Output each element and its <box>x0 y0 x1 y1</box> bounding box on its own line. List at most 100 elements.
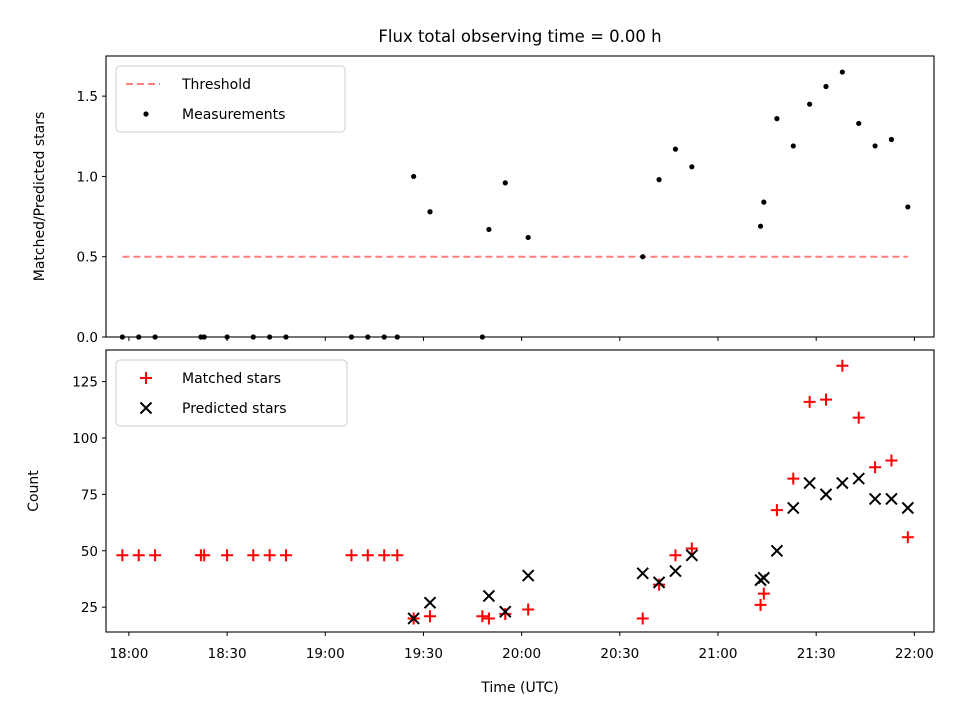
legend-label: Measurements <box>182 107 285 123</box>
measurement-point <box>502 180 508 186</box>
plot-frame <box>105 55 935 338</box>
predicted-stars-point <box>803 476 816 490</box>
predicted-stars-point <box>852 472 865 485</box>
measurement-point <box>839 69 845 75</box>
legend-frame <box>115 65 346 133</box>
x-tick-label: 20:00 <box>502 646 541 662</box>
y-tick-label: 1.0 <box>77 169 98 185</box>
y-tick-label: 50 <box>81 544 98 560</box>
matched-stars-point <box>132 549 145 562</box>
y-tick-label: 125 <box>72 375 98 391</box>
predicted-stars-point <box>423 596 437 609</box>
matched-stars-point <box>482 612 495 625</box>
matched-stars-point <box>280 549 292 562</box>
matched-stars-point <box>869 461 882 474</box>
matched-stars-point <box>803 395 816 408</box>
matched-stars-point <box>653 578 666 591</box>
matched-stars-point <box>263 549 276 562</box>
matched-stars-point <box>424 610 436 623</box>
matched-stars-point <box>247 549 260 562</box>
predicted-stars-point <box>521 569 535 582</box>
legend-matched-swatch <box>140 372 152 384</box>
legend: Matched stars Predicted stars <box>115 359 348 427</box>
measurement-point <box>856 120 862 127</box>
measurement-point <box>656 177 662 183</box>
x-tick-label: 22:00 <box>895 646 934 662</box>
matched-stars-point <box>669 549 682 562</box>
predicted-stars-point <box>787 501 800 515</box>
matched-stars-point <box>754 598 767 611</box>
matched-stars-point <box>476 610 489 623</box>
matched-stars-point <box>116 549 129 562</box>
predicted-stars-point <box>482 589 496 603</box>
matched-stars-point <box>345 549 358 562</box>
matched-stars-point <box>499 607 512 620</box>
y-tick-label: 0.0 <box>77 330 98 346</box>
y-axis-label: Count <box>26 470 42 512</box>
matched-stars-point <box>757 587 770 600</box>
legend-label: Matched stars <box>182 371 281 387</box>
x-tick-label: 21:30 <box>797 646 836 662</box>
legend-label: Predicted stars <box>182 401 287 417</box>
matched-stars-point <box>787 472 800 485</box>
matched-stars-point <box>770 504 783 517</box>
predicted-stars-point <box>499 605 512 618</box>
matched-stars-point <box>149 549 162 562</box>
y-tick-label: 75 <box>81 487 98 503</box>
matched-stars-point <box>885 454 898 467</box>
matched-stars-point <box>221 549 234 562</box>
predicted-stars-point <box>669 564 682 578</box>
measurement-point <box>888 136 895 143</box>
predicted-stars-point <box>770 544 784 557</box>
x-axis-label: Time (UTC) <box>480 680 558 696</box>
measurement-point <box>761 199 767 205</box>
measurement-point <box>672 146 679 152</box>
y-tick-label: 1.5 <box>77 89 98 105</box>
predicted-stars-point <box>868 492 882 506</box>
predicted-stars-point <box>407 612 420 625</box>
measurement-point <box>823 83 829 90</box>
predicted-stars-point <box>819 488 833 501</box>
matched-stars-point <box>391 549 404 562</box>
measurement-point <box>427 209 433 215</box>
matched-stars-point <box>820 393 832 406</box>
x-tick-label: 18:30 <box>208 646 247 662</box>
matched-stars-point <box>636 612 649 625</box>
predicted-stars-point <box>652 576 666 589</box>
x-tick-label: 20:30 <box>600 646 639 662</box>
matched-stars-point <box>685 542 698 555</box>
chart-title: Flux total observing time = 0.00 h <box>378 27 661 46</box>
measurement-point <box>790 143 796 149</box>
legend-frame <box>115 359 348 427</box>
measurement-point <box>872 143 878 149</box>
x-tick-label: 19:00 <box>306 646 345 662</box>
legend-predicted-swatch <box>139 401 153 415</box>
predicted-stars-point <box>885 492 898 506</box>
legend-measurements-swatch <box>143 111 149 117</box>
measurement-point <box>486 226 492 233</box>
plot-frame <box>105 349 935 633</box>
predicted-stars-point <box>836 476 849 490</box>
y-axis-label: Matched/Predicted stars <box>32 112 48 282</box>
measurement-point <box>689 164 695 170</box>
matched-stars-point <box>852 411 865 424</box>
measurement-point <box>640 254 646 260</box>
matched-stars-point <box>198 549 211 562</box>
legend: Threshold Measurements <box>115 65 346 133</box>
matched-stars-point <box>836 359 849 372</box>
bottom-panel: 25 50 75 100 125 Count 18:00 18:30 19:00 19:30 20:… <box>26 349 935 662</box>
y-tick-label: 0.5 <box>77 250 98 266</box>
matched-stars-point <box>522 603 535 616</box>
measurement-point <box>757 223 764 229</box>
x-tick-label: 18:00 <box>109 646 148 662</box>
matched-stars-point <box>378 549 391 562</box>
matched-stars-point <box>361 549 374 562</box>
measurement-point <box>525 234 531 241</box>
measurement-point <box>411 173 417 180</box>
predicted-stars-point <box>757 571 771 585</box>
y-tick-label: 100 <box>72 431 98 447</box>
matched-stars-point <box>901 531 914 544</box>
top-panel: 0.0 0.5 1.0 1.5 Matched/Predicted stars Thres… <box>32 55 935 346</box>
measurement-point <box>905 204 911 210</box>
